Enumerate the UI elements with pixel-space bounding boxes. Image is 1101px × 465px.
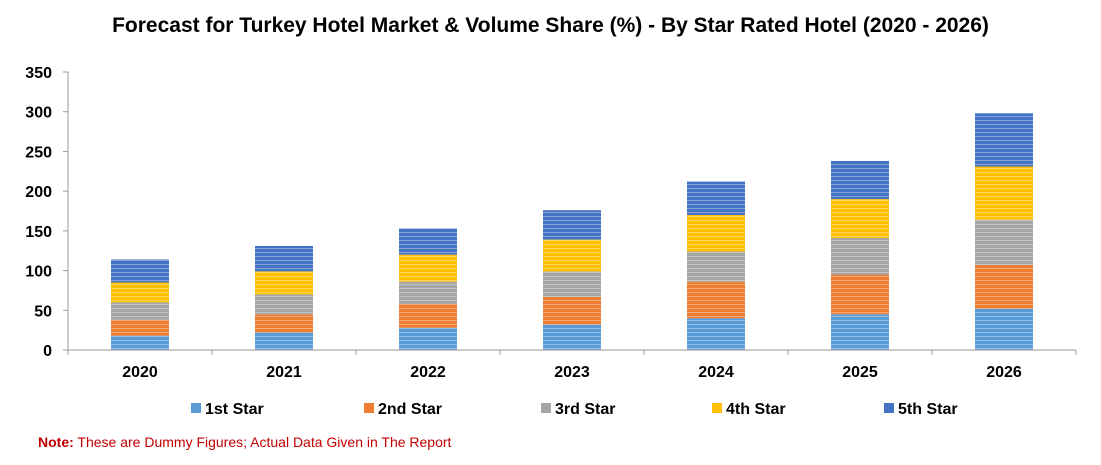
x-tick-label: 2020: [122, 364, 158, 381]
bar-segment-texture: [255, 294, 313, 315]
x-tick-label: 2026: [986, 364, 1022, 381]
bar-segment-texture: [687, 181, 745, 215]
bar-segment-texture: [111, 335, 169, 350]
bar-segment-texture: [399, 254, 457, 282]
bar-segment-texture: [399, 281, 457, 304]
bar-segment-texture: [111, 259, 169, 283]
bar-segment-texture: [975, 113, 1033, 167]
y-tick-label: 150: [25, 224, 52, 241]
bar-segment-texture: [255, 332, 313, 350]
bar-segment-texture: [111, 282, 169, 303]
legend-swatch: [191, 403, 201, 413]
x-tick-label: 2024: [698, 364, 734, 381]
bar-segment-texture: [255, 245, 313, 272]
bar-segment-texture: [687, 318, 745, 350]
note-text: These are Dummy Figures; Actual Data Giv…: [73, 434, 452, 450]
chart-title: Forecast for Turkey Hotel Market & Volum…: [112, 14, 989, 37]
bar-segment-texture: [975, 166, 1033, 220]
bar-segment-texture: [831, 199, 889, 239]
legend-label: 2nd Star: [378, 401, 442, 418]
x-tick-label: 2023: [554, 364, 590, 381]
bar-segment-texture: [111, 302, 169, 320]
bars: [111, 113, 1033, 350]
bar-segment-texture: [975, 265, 1033, 309]
y-tick-label: 300: [25, 105, 52, 122]
bar-segment-texture: [831, 314, 889, 350]
y-tick-label: 200: [25, 184, 52, 201]
bar-segment-texture: [543, 296, 601, 325]
legend-swatch: [884, 403, 894, 413]
bar-segment-texture: [255, 271, 313, 295]
x-tick-label: 2025: [842, 364, 878, 381]
y-tick-label: 100: [25, 264, 52, 281]
bar-segment-texture: [975, 308, 1033, 350]
y-axis: 0 50 100 150 200 250 300 350: [25, 65, 69, 360]
legend-swatch: [364, 403, 374, 413]
legend-swatch: [712, 403, 722, 413]
y-tick-label: 50: [34, 303, 52, 320]
y-tick-label: 0: [43, 343, 52, 360]
x-axis: 2020 2021 2022 2023 2024 2025 2026: [67, 349, 1077, 381]
bar-segment-texture: [399, 303, 457, 328]
legend-label: 1st Star: [205, 401, 264, 418]
bar-segment-texture: [975, 219, 1033, 266]
legend-label: 5th Star: [898, 401, 958, 418]
footnote: Note: These are Dummy Figures; Actual Da…: [38, 434, 451, 450]
bar-segment-texture: [831, 160, 889, 200]
legend-swatch: [541, 403, 551, 413]
bar-segment-texture: [543, 324, 601, 350]
bar-segment-texture: [687, 281, 745, 319]
legend: 1st Star 2nd Star 3rd Star 4th Star 5th Star: [191, 401, 958, 418]
bar-segment-texture: [399, 327, 457, 350]
bar-segment-texture: [543, 239, 601, 272]
bar-segment-texture: [687, 214, 745, 252]
bar-segment-texture: [831, 238, 889, 275]
note-label: Note:: [38, 434, 74, 450]
x-tick-label: 2022: [410, 364, 446, 381]
bar-segment-texture: [399, 228, 457, 255]
bar-segment-texture: [687, 251, 745, 282]
y-tick-label: 250: [25, 144, 52, 161]
legend-label: 3rd Star: [555, 401, 615, 418]
bar-segment-texture: [543, 271, 601, 297]
bar-segment-texture: [111, 319, 169, 336]
legend-label: 4th Star: [726, 401, 786, 418]
x-tick-label: 2021: [266, 364, 302, 381]
bar-segment-texture: [543, 210, 601, 240]
y-tick-label: 350: [25, 65, 52, 82]
bar-segment-texture: [831, 274, 889, 315]
bar-segment-texture: [255, 314, 313, 333]
